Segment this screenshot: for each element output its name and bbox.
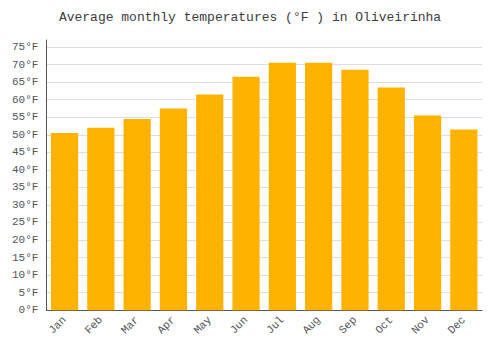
svg-text:Apr: Apr xyxy=(155,314,177,336)
svg-text:10°F: 10°F xyxy=(12,269,38,281)
svg-text:Jun: Jun xyxy=(228,314,250,336)
svg-text:Oct: Oct xyxy=(373,314,395,336)
svg-text:75°F: 75°F xyxy=(12,41,38,53)
svg-text:Jul: Jul xyxy=(264,314,286,336)
svg-text:5°F: 5°F xyxy=(19,287,39,299)
svg-text:Aug: Aug xyxy=(300,314,322,336)
svg-text:60°F: 60°F xyxy=(12,94,38,106)
svg-text:40°F: 40°F xyxy=(12,164,38,176)
svg-text:Average monthly temperatures (: Average monthly temperatures (°F ) in Ol… xyxy=(59,10,441,25)
svg-text:Dec: Dec xyxy=(446,314,468,336)
svg-text:35°F: 35°F xyxy=(12,181,38,193)
svg-text:50°F: 50°F xyxy=(12,129,38,141)
svg-text:0°F: 0°F xyxy=(19,304,39,316)
svg-text:70°F: 70°F xyxy=(12,59,38,71)
svg-text:25°F: 25°F xyxy=(12,216,38,228)
svg-text:15°F: 15°F xyxy=(12,252,38,264)
svg-text:65°F: 65°F xyxy=(12,76,38,88)
svg-text:Jan: Jan xyxy=(46,314,68,336)
svg-text:20°F: 20°F xyxy=(12,234,38,246)
svg-text:Nov: Nov xyxy=(409,314,432,337)
svg-text:45°F: 45°F xyxy=(12,146,38,158)
svg-text:55°F: 55°F xyxy=(12,111,38,123)
svg-text:Feb: Feb xyxy=(83,314,105,336)
svg-text:Sep: Sep xyxy=(337,314,359,336)
svg-text:30°F: 30°F xyxy=(12,199,38,211)
svg-text:Mar: Mar xyxy=(119,314,141,336)
svg-text:May: May xyxy=(192,314,215,337)
